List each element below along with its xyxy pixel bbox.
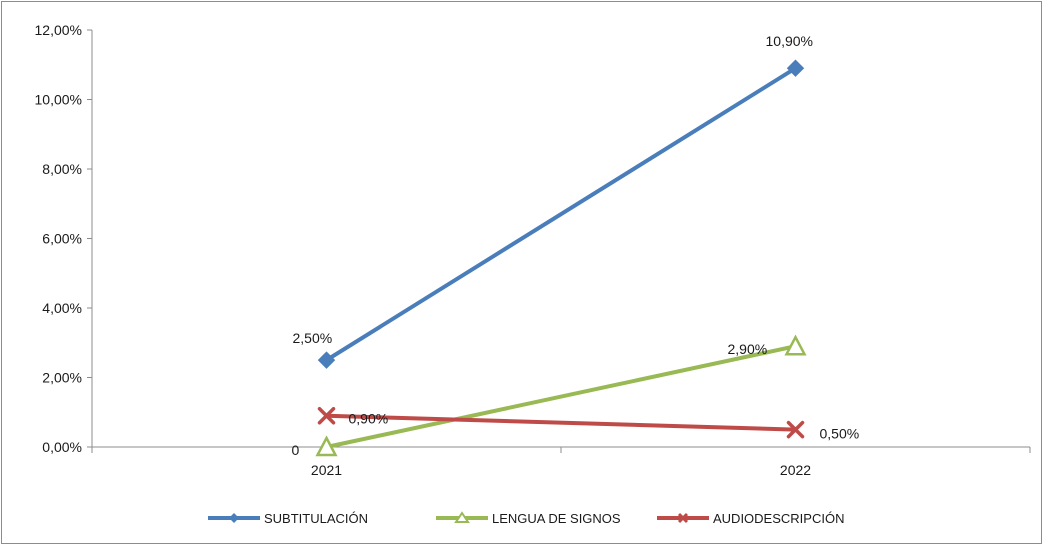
legend-label: AUDIODESCRIPCIÓN	[713, 511, 844, 526]
y-tick-label: 6,00%	[42, 231, 82, 247]
data-label: 0,90%	[349, 411, 389, 427]
legend-marker-stroke	[677, 512, 689, 524]
data-label: 2,90%	[728, 341, 768, 357]
series-line-0	[325, 66, 797, 362]
y-tick-label: 0,00%	[42, 439, 82, 455]
data-label: 0	[292, 442, 300, 458]
legend-label: SUBTITULACIÓN	[264, 511, 368, 526]
data-point-stroke	[786, 420, 805, 439]
data-labels: 2,50% 10,90% 0 2,90% 0,90% 0,50%	[292, 33, 860, 458]
axes: 0,00% 2,00% 4,00% 6,00% 8,00% 10,00% 12,00% 202…	[35, 22, 1031, 478]
data-label: 0,50%	[820, 426, 860, 442]
data-point	[317, 406, 336, 425]
legend: SUBTITULACIÓN LENGUA DE SIGNOS AUDIODESCRI…	[208, 511, 844, 526]
y-tick-label: 10,00%	[35, 92, 82, 108]
data-point-stroke	[317, 406, 336, 425]
series-line-2	[326, 413, 796, 432]
data-point	[786, 59, 805, 77]
y-tick-label: 12,00%	[35, 22, 82, 38]
legend-label: LENGUA DE SIGNOS	[492, 511, 621, 526]
data-point	[786, 420, 805, 439]
data-label: 2,50%	[293, 330, 333, 346]
series-layer	[315, 59, 807, 457]
y-tick-label: 8,00%	[42, 161, 82, 177]
legend-marker	[454, 511, 470, 523]
y-tick-label: 4,00%	[42, 300, 82, 316]
y-tick-label: 2,00%	[42, 370, 82, 386]
series-line-1	[326, 344, 796, 449]
data-point	[784, 334, 807, 356]
data-label: 10,90%	[766, 33, 813, 49]
data-point	[317, 351, 336, 369]
x-tick-label: 2022	[780, 462, 811, 478]
data-point	[315, 435, 338, 457]
legend-marker	[229, 513, 239, 523]
x-tick-label: 2021	[311, 462, 342, 478]
legend-marker	[677, 512, 689, 524]
